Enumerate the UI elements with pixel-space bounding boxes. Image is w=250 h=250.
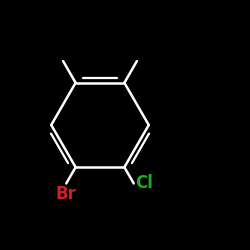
Text: Br: Br — [56, 185, 77, 203]
Text: Cl: Cl — [135, 174, 153, 192]
